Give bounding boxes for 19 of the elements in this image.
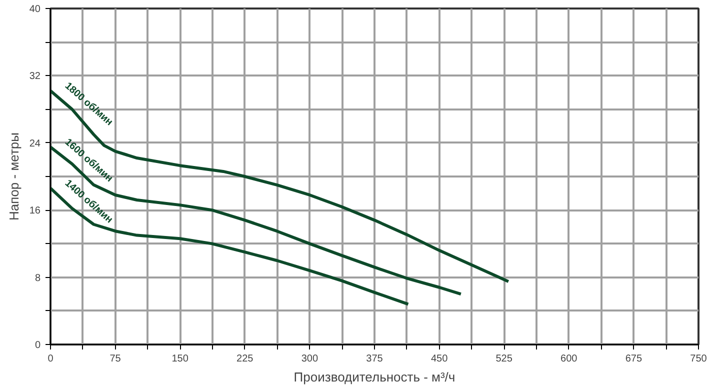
y-tick-label: 16 (29, 206, 41, 217)
x-tick-label: 225 (236, 354, 254, 364)
y-axis-title: Напор - метры (6, 132, 22, 220)
y-tick-label: 0 (34, 340, 41, 351)
x-tick-label: 600 (560, 354, 578, 364)
y-tick-label: 32 (29, 71, 41, 82)
y-tick-label: 24 (29, 138, 41, 150)
x-tick-label: 0 (48, 354, 54, 364)
x-tick-label: 150 (172, 354, 189, 364)
x-tick-label: 300 (301, 354, 318, 364)
x-tick-label: 525 (496, 354, 513, 364)
x-tick-label: 675 (625, 354, 642, 364)
x-tick-label: 75 (110, 354, 122, 364)
x-tick-label: 375 (366, 354, 384, 364)
x-tick-label: 450 (430, 354, 448, 364)
x-axis-title: Производительность - м³/ч (294, 370, 456, 384)
x-tick-label: 750 (690, 354, 708, 364)
y-tick-label: 40 (29, 4, 41, 15)
y-tick-label: 8 (34, 272, 41, 284)
